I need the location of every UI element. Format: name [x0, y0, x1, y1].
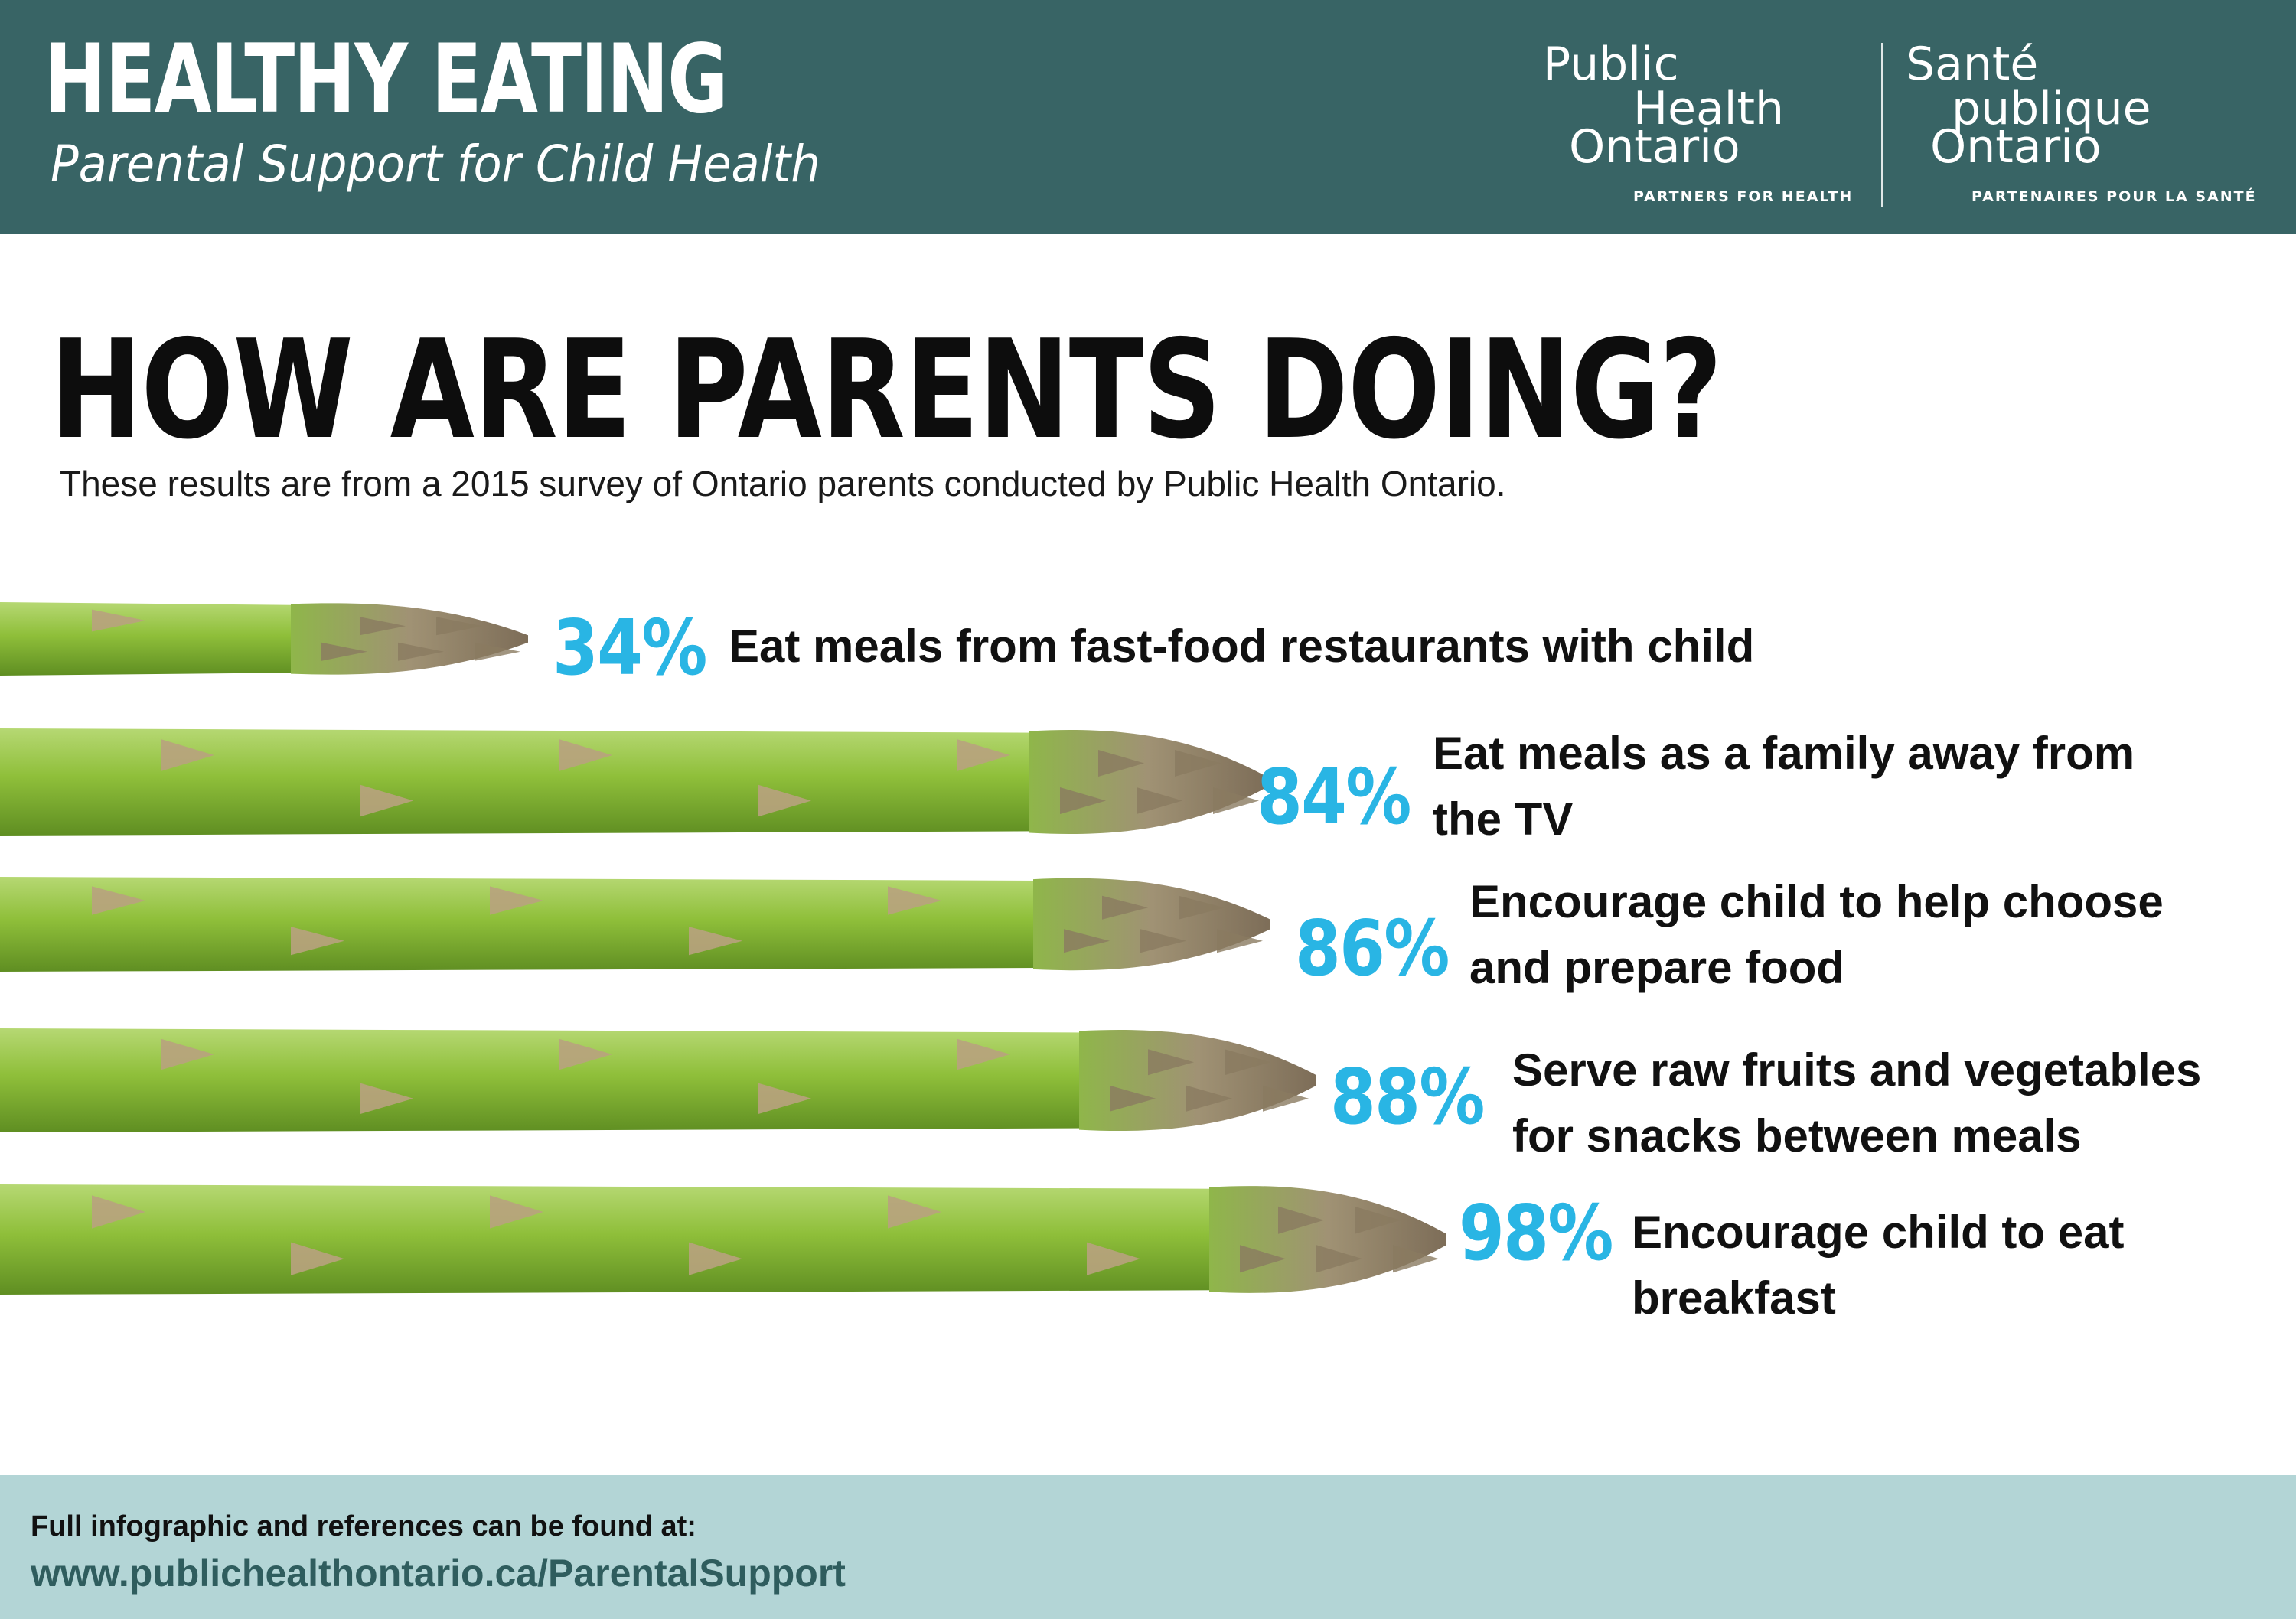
logo-en-tagline: PARTNERS FOR HEALTH	[1633, 188, 1854, 205]
stat-label-line1: Serve raw fruits and vegetables	[1512, 1044, 2202, 1096]
asparagus-scale	[161, 1038, 214, 1070]
asparagus-stem	[0, 877, 1041, 972]
asparagus-scale	[92, 886, 145, 915]
logo-fr-line2: publique	[1952, 82, 2151, 135]
asparagus-stem	[0, 602, 298, 676]
asparagus-stem	[0, 1184, 1217, 1295]
asparagus-spear	[0, 877, 1270, 972]
asparagus-scale	[1140, 929, 1186, 953]
asparagus-spear	[0, 728, 1267, 836]
asparagus-scale	[291, 927, 344, 956]
asparagus-scale	[490, 1195, 543, 1229]
asparagus-scale	[559, 739, 612, 771]
stat-percent: 98%	[1459, 1188, 1613, 1278]
asparagus-scale	[161, 739, 214, 771]
asparagus-spear	[0, 1184, 1446, 1295]
asparagus-stem	[0, 728, 1037, 836]
asparagus-scale	[1064, 929, 1110, 953]
asparagus-scale	[1355, 1206, 1401, 1234]
asparagus-tip	[291, 603, 528, 675]
asparagus-scale	[1137, 787, 1182, 814]
asparagus-scale	[957, 739, 1010, 771]
asparagus-scale	[1098, 750, 1144, 777]
asparagus-scale	[1060, 787, 1106, 814]
asparagus-scale	[436, 617, 482, 636]
page-title: HOW ARE PARENTS DOING?	[51, 311, 1723, 469]
asparagus-scale	[398, 642, 444, 661]
asparagus-scale	[1186, 1085, 1232, 1112]
asparagus-scale	[888, 1195, 941, 1229]
asparagus-scale	[1102, 895, 1148, 920]
asparagus-scale	[360, 784, 413, 817]
asparagus-scale	[1087, 1242, 1140, 1275]
asparagus-scale	[1393, 1245, 1439, 1273]
stat-label-line2: the TV	[1433, 793, 1574, 845]
asparagus-tip	[1033, 878, 1270, 971]
asparagus-scale	[1175, 750, 1221, 777]
footer-link[interactable]: www.publichealthontario.ca/ParentalSuppo…	[31, 1552, 846, 1595]
stat-label-line2: breakfast	[1632, 1272, 1836, 1324]
stat-label-line1: Encourage child to eat	[1632, 1207, 2125, 1258]
asparagus-scale	[291, 1242, 344, 1275]
asparagus-tip	[1079, 1029, 1316, 1132]
asparagus-scale	[1213, 787, 1259, 814]
asparagus-scale	[92, 609, 145, 632]
logo-en-line1: Public	[1543, 37, 1679, 91]
asparagus-scale	[1316, 1245, 1362, 1273]
asparagus-scale	[1225, 1049, 1270, 1076]
logo-en-line2: Health	[1633, 82, 1785, 135]
asparagus-scale	[1148, 1049, 1194, 1076]
asparagus-scale	[1110, 1085, 1156, 1112]
header-banner	[0, 0, 2296, 234]
asparagus-scale	[559, 1038, 612, 1070]
logo-fr-line1: Santé	[1906, 37, 2039, 91]
asparagus-spear	[0, 1028, 1316, 1132]
asparagus-scale	[475, 642, 520, 661]
stat-percent: 84%	[1257, 752, 1411, 842]
stat-label-line2: and prepare food	[1469, 942, 1845, 993]
asparagus-tip	[1029, 730, 1267, 834]
asparagus-scale	[1179, 895, 1225, 920]
asparagus-scale	[321, 642, 367, 661]
logo-divider	[1881, 43, 1883, 207]
asparagus-spear	[0, 602, 528, 676]
logo-fr-line3: Ontario	[1930, 120, 2102, 174]
asparagus-scale	[1278, 1206, 1324, 1234]
asparagus-scale	[92, 1195, 145, 1229]
asparagus-scale	[758, 784, 811, 817]
footer-note: Full infographic and references can be f…	[31, 1510, 696, 1542]
asparagus-scale	[689, 927, 742, 956]
footer-bar	[0, 1475, 2296, 1619]
asparagus-scale	[888, 886, 941, 915]
asparagus-tip	[1209, 1186, 1446, 1293]
stat-label-line1: Eat meals as a family away from	[1433, 728, 2135, 779]
asparagus-scale	[957, 1038, 1010, 1070]
asparagus-scale	[1217, 929, 1263, 953]
stat-percent: 88%	[1330, 1052, 1485, 1142]
brand-title: HEALTHY EATING	[44, 24, 729, 135]
logo-fr-tagline: PARTENAIRES POUR LA SANTÉ	[1971, 188, 2257, 205]
brand-subtitle: Parental Support for Child Health	[51, 135, 820, 194]
asparagus-scale	[689, 1242, 742, 1275]
stat-percent: 86%	[1295, 904, 1450, 993]
asparagus-scale	[360, 1083, 413, 1115]
asparagus-scale	[1240, 1245, 1286, 1273]
stat-percent: 34%	[553, 603, 707, 692]
logo-en-line3: Ontario	[1569, 120, 1740, 174]
asparagus-stem	[0, 1028, 1087, 1132]
asparagus-scale	[1263, 1085, 1309, 1112]
stat-label-line1: Encourage child to help choose	[1469, 876, 2164, 927]
asparagus-scale	[360, 617, 406, 636]
asparagus-scale	[758, 1083, 811, 1115]
page-subtitle: These results are from a 2015 survey of …	[60, 464, 1506, 503]
asparagus-scale	[490, 886, 543, 915]
stat-label-line1: Eat meals from fast-food restaurants wit…	[729, 621, 1755, 672]
stat-label-line2: for snacks between meals	[1512, 1110, 2082, 1161]
